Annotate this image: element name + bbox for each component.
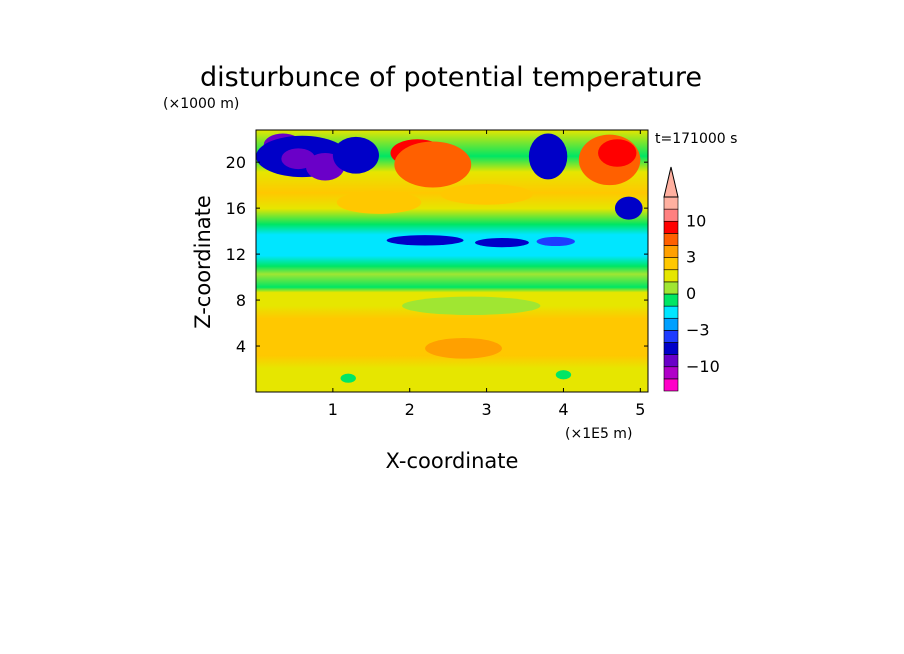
x-tick-label: 3	[481, 400, 491, 419]
colorbar-segment	[663, 293, 679, 307]
colorbar-tick-label: 0	[686, 284, 696, 303]
colorbar-tick-label: 3	[686, 248, 696, 267]
colorbar-segment	[663, 378, 679, 392]
colorbar-segment	[663, 233, 679, 246]
colorbar-segment	[663, 330, 679, 343]
plot-frame	[255, 129, 649, 393]
chart-title: disturbunce of potential temperature	[200, 62, 702, 93]
x-tick-label: 1	[328, 400, 338, 419]
colorbar-segment	[663, 305, 679, 319]
colorbar-segment	[663, 366, 679, 380]
contour-region	[386, 235, 464, 246]
y-axis: 4 8 12 16 20	[226, 153, 648, 356]
x-unit-label: (×1E5 m)	[565, 426, 632, 442]
colorbar-segment	[663, 245, 679, 258]
x-tick-label: 4	[558, 400, 568, 419]
contour-region	[402, 296, 541, 316]
contour-region	[394, 141, 472, 188]
y-tick-label: 4	[236, 337, 246, 356]
contour-region	[336, 190, 422, 214]
colorbar-segment	[663, 317, 679, 331]
colorbar-tick-label: 10	[686, 211, 706, 230]
colorbar-segment	[663, 269, 679, 283]
y-tick-label: 8	[236, 291, 246, 310]
y-tick-label: 16	[226, 199, 246, 218]
y-unit-label: (×1000 m)	[163, 96, 239, 112]
contour-region	[425, 337, 502, 359]
contour-region	[440, 184, 533, 205]
y-tick-label: 12	[226, 245, 246, 264]
x-tick-label: 2	[405, 400, 415, 419]
x-axis-label: X-coordinate	[386, 449, 519, 473]
x-tick-label: 5	[635, 400, 645, 419]
colorbar-segment	[663, 257, 679, 271]
contour-region	[614, 196, 643, 220]
colorbar-segment	[663, 281, 679, 295]
colorbar-segment	[663, 196, 679, 210]
colorbar: 10 3 0 −3 −10	[663, 166, 720, 392]
colorbar-extend-arrow	[663, 166, 679, 198]
colorbar-segment	[663, 342, 679, 355]
contour-region	[598, 139, 637, 167]
contour-region	[332, 136, 379, 174]
time-annotation: t=171000 s	[655, 131, 737, 147]
colorbar-segment	[663, 354, 679, 368]
x-axis: 1 2 3 4 5	[328, 130, 645, 419]
y-tick-label: 20	[226, 153, 246, 172]
contour-field	[256, 130, 648, 392]
contour-region	[528, 133, 568, 180]
colorbar-segment	[663, 220, 679, 234]
contour-region	[536, 236, 575, 247]
colorbar-tick-label: −10	[686, 357, 720, 376]
contour-region	[340, 373, 356, 383]
contour-region	[555, 370, 572, 380]
contour-region	[475, 238, 529, 248]
colorbar-segment	[663, 208, 679, 222]
colorbar-tick-label: −3	[686, 320, 710, 339]
y-axis-label: Z-coordinate	[191, 195, 215, 329]
